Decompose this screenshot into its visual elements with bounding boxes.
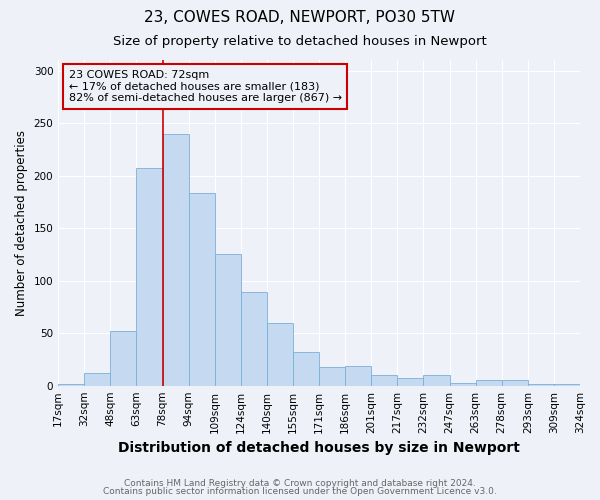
Bar (110, 331, 136, 386)
Text: Contains public sector information licensed under the Open Government Licence v3: Contains public sector information licen… (103, 487, 497, 496)
Bar (84, 373, 110, 386)
Bar (215, 254, 241, 386)
Bar (188, 194, 215, 386)
Bar (293, 352, 319, 386)
Bar (476, 380, 502, 386)
Bar (163, 134, 188, 386)
Bar (241, 292, 267, 386)
Bar (371, 375, 397, 386)
Bar (449, 382, 476, 386)
Bar (319, 367, 345, 386)
Text: Contains HM Land Registry data © Crown copyright and database right 2024.: Contains HM Land Registry data © Crown c… (124, 478, 476, 488)
Bar (345, 366, 371, 386)
Bar (136, 168, 163, 386)
Y-axis label: Number of detached properties: Number of detached properties (15, 130, 28, 316)
Text: Size of property relative to detached houses in Newport: Size of property relative to detached ho… (113, 35, 487, 48)
Text: 23 COWES ROAD: 72sqm
← 17% of detached houses are smaller (183)
82% of semi-deta: 23 COWES ROAD: 72sqm ← 17% of detached h… (68, 70, 342, 103)
Bar (58, 384, 84, 386)
Bar (397, 378, 424, 386)
Bar (528, 384, 554, 386)
Bar (424, 375, 449, 386)
X-axis label: Distribution of detached houses by size in Newport: Distribution of detached houses by size … (118, 441, 520, 455)
Bar (502, 380, 528, 386)
Bar (554, 384, 580, 386)
Text: 23, COWES ROAD, NEWPORT, PO30 5TW: 23, COWES ROAD, NEWPORT, PO30 5TW (145, 10, 455, 25)
Bar (267, 322, 293, 386)
